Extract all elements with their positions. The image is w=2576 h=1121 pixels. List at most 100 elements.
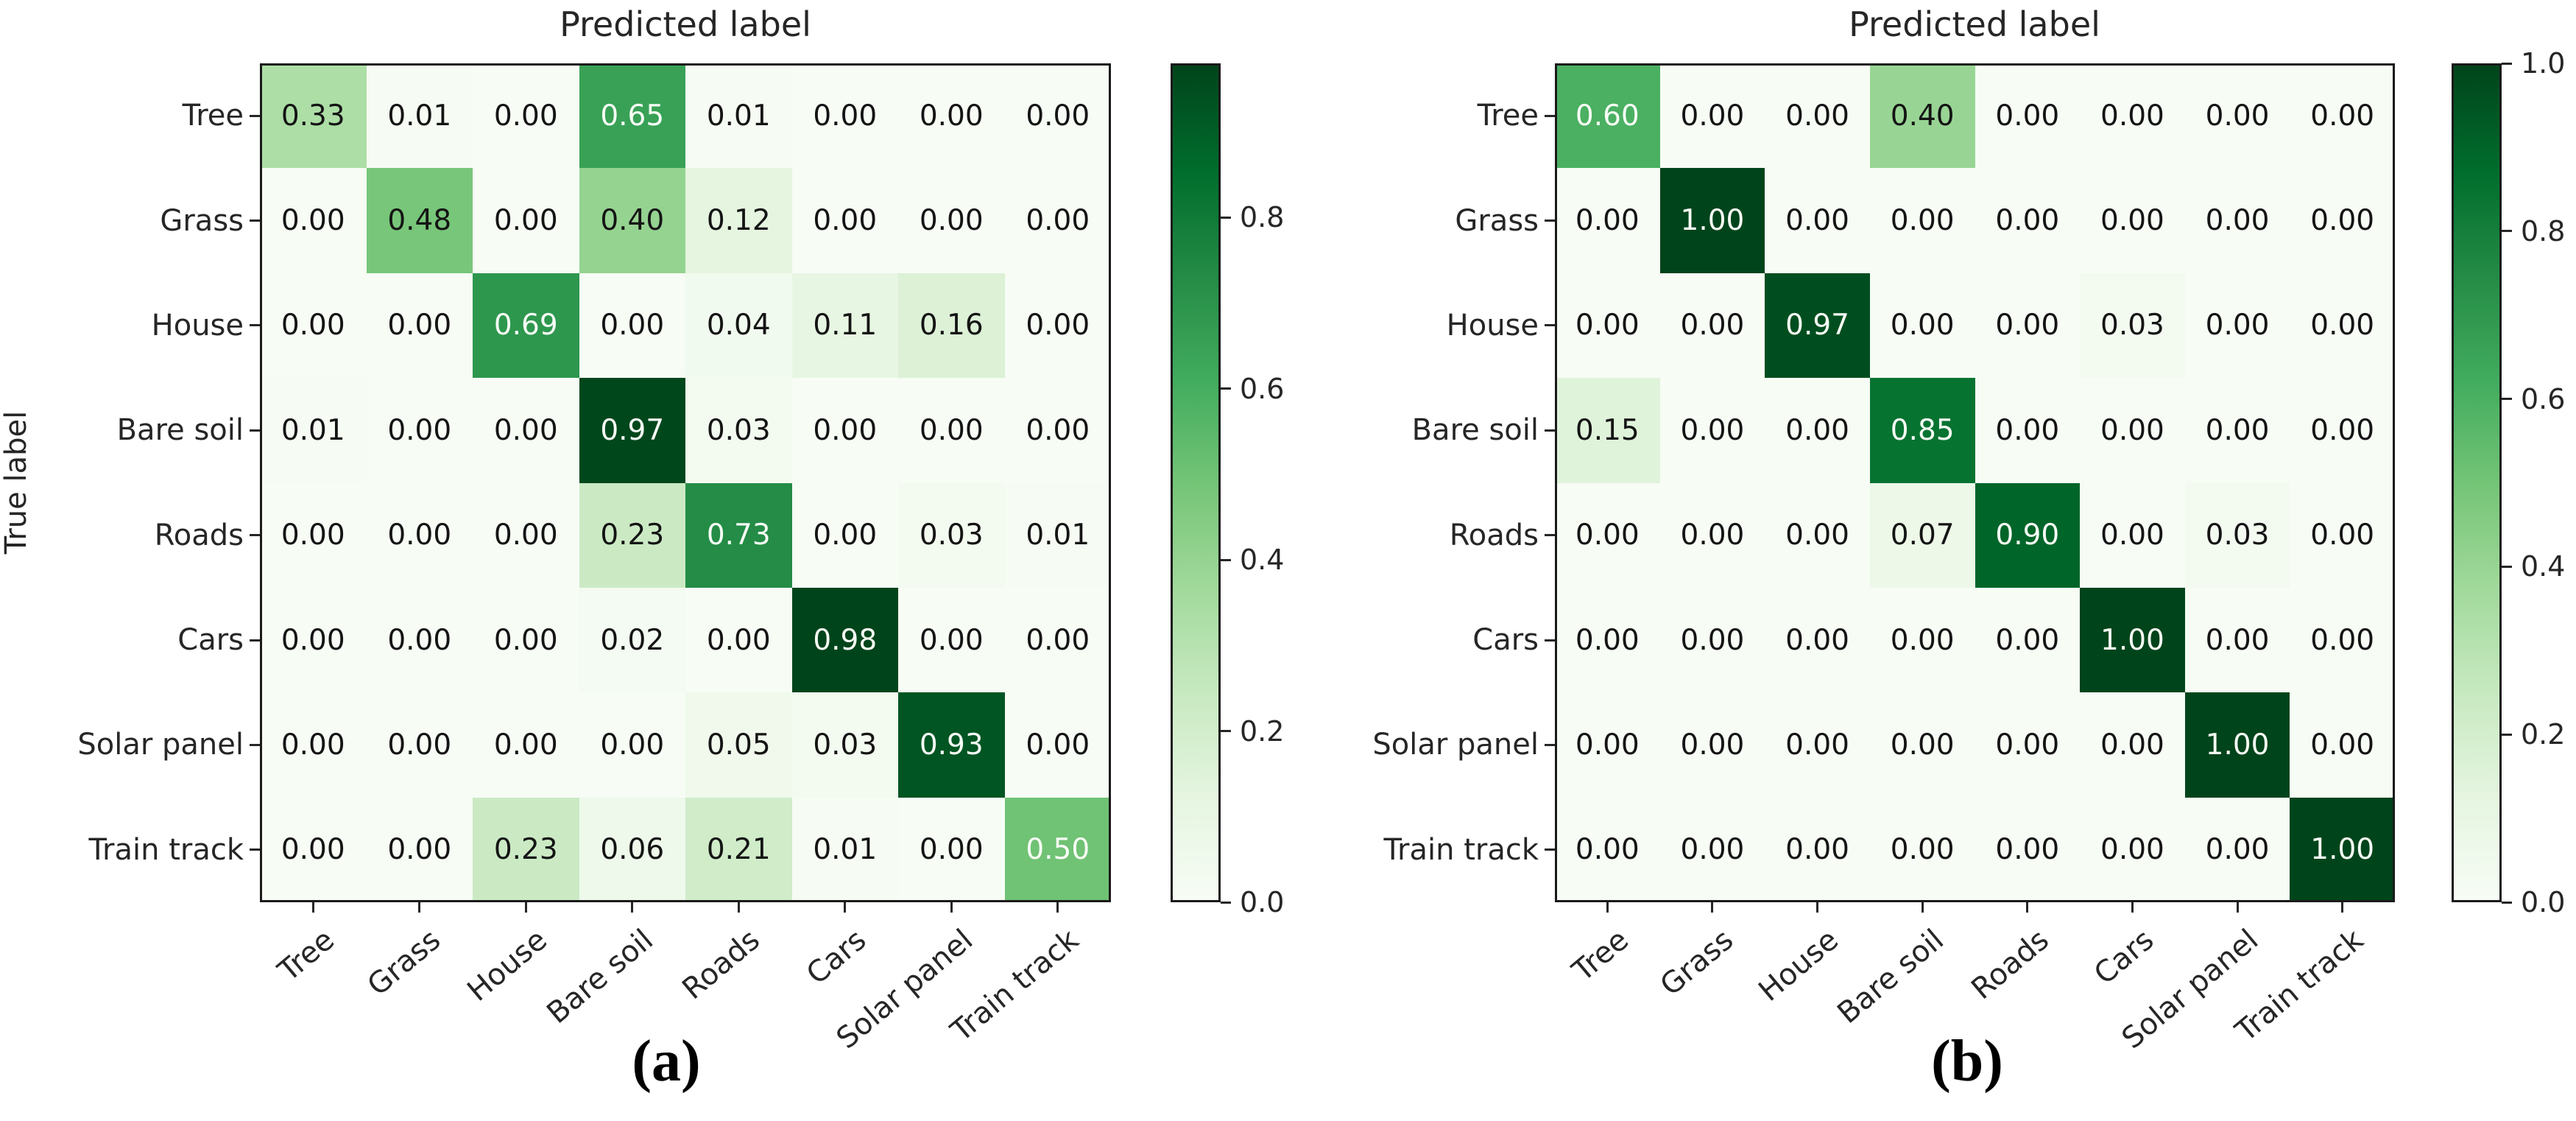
y-tick-label: Tree (1477, 99, 1539, 133)
confusion-matrix-a: 0.33 0.01 0.00 0.65 0.01 0.00 0.00 0.00 0.00 0.48… (260, 63, 1111, 902)
matrix-cell: 0.00 (366, 378, 473, 483)
matrix-cell: 0.40 (1869, 63, 1975, 169)
matrix-cell: 0.00 (1765, 168, 1870, 273)
matrix-cell: 0.00 (2080, 797, 2185, 902)
matrix-cell: 0.03 (2080, 273, 2185, 379)
matrix-cell: 0.00 (473, 692, 579, 798)
colorbar-tick (2502, 230, 2512, 233)
y-tick-label: House (1446, 308, 1539, 342)
x-axis-tick (950, 902, 953, 913)
colorbar-tick-label: 0.2 (1240, 714, 1285, 748)
matrix-cell: 0.00 (1975, 63, 2081, 169)
matrix-cell: 0.00 (2080, 168, 2185, 273)
y-axis-tick (1545, 639, 1555, 642)
matrix-cell: 1.00 (2080, 587, 2185, 693)
matrix-cell: 0.48 (366, 168, 473, 273)
y-tick-label: Bare soil (1411, 413, 1539, 448)
x-axis-tick (524, 902, 527, 913)
matrix-cell: 0.00 (260, 273, 367, 379)
y-tick-label: Grass (1455, 203, 1539, 238)
matrix-cell: 0.00 (2184, 587, 2290, 693)
y-axis-tick (250, 219, 260, 222)
y-tick-label: Cars (177, 623, 244, 658)
colorbar-tick (2502, 565, 2512, 568)
matrix-cell: 0.00 (1659, 273, 1765, 379)
confusion-matrix-b: 0.60 0.00 0.00 0.40 0.00 0.00 0.00 0.00 0.00 1.00… (1555, 63, 2395, 902)
x-axis-tick (2131, 902, 2134, 913)
matrix-grid-b: 0.60 0.00 0.00 0.40 0.00 0.00 0.00 0.00 0.00 1.00… (1555, 63, 2395, 902)
x-tick-label: Roads (1964, 923, 2055, 1007)
colorbar-tick (1221, 216, 1231, 219)
matrix-cell: 0.00 (1975, 273, 2081, 379)
matrix-cell: 0.00 (2080, 482, 2185, 588)
matrix-cell: 0.00 (260, 482, 367, 588)
x-axis-tick (1056, 902, 1059, 913)
y-tick-label: Roads (154, 518, 244, 552)
matrix-cell: 0.11 (791, 273, 898, 379)
matrix-cell: 0.97 (1765, 273, 1870, 379)
matrix-cell: 0.00 (2184, 273, 2290, 379)
y-tick-label: Train track (1383, 832, 1539, 867)
y-tick-label: Cars (1472, 623, 1539, 658)
colorbar-tick-label: 0.2 (2521, 718, 2566, 751)
matrix-cell: 0.00 (1765, 692, 1870, 798)
matrix-cell: 0.00 (579, 273, 685, 379)
y-axis-tick (1545, 219, 1555, 222)
matrix-cell: 0.00 (473, 63, 579, 169)
x-tick-label: Bare soil (1831, 923, 1950, 1031)
x-axis-tick (1921, 902, 1924, 913)
matrix-cell: 0.00 (1765, 378, 1870, 483)
y-tick-label: Train track (88, 832, 244, 867)
x-axis-tick (844, 902, 847, 913)
colorbar-tick (2502, 398, 2512, 401)
colorbar-tick-label: 0.6 (1240, 372, 1285, 405)
x-tick-label: Grass (1654, 923, 1740, 1003)
matrix-cell: 0.00 (1555, 168, 1660, 273)
x-tick-label: Bare soil (540, 923, 660, 1031)
matrix-cell: 0.73 (685, 482, 792, 588)
matrix-cell: 0.15 (1555, 378, 1660, 483)
matrix-cell: 0.04 (685, 273, 792, 379)
matrix-cell: 0.00 (1975, 692, 2081, 798)
matrix-cell: 0.00 (1555, 273, 1660, 379)
y-axis-tick (1545, 743, 1555, 746)
matrix-cell: 0.01 (1004, 482, 1111, 588)
panel-a-y-axis-label: True label (0, 410, 33, 555)
matrix-cell: 0.00 (685, 587, 792, 693)
matrix-cell: 0.00 (260, 797, 367, 902)
y-axis-tick (1545, 848, 1555, 851)
matrix-cell: 0.00 (1004, 692, 1111, 798)
matrix-cell: 0.00 (1004, 587, 1111, 693)
matrix-cell: 0.00 (1659, 587, 1765, 693)
x-tick-label: Cars (800, 923, 873, 991)
matrix-cell: 0.00 (473, 378, 579, 483)
caption-b: (b) (1931, 1029, 2003, 1094)
colorbar-tick (2502, 901, 2512, 904)
y-tick-label: Solar panel (77, 728, 244, 762)
matrix-cell: 0.50 (1004, 797, 1111, 902)
x-tick-label: House (1752, 923, 1846, 1008)
matrix-cell: 0.00 (1659, 692, 1765, 798)
y-axis-tick (250, 743, 260, 746)
matrix-cell: 0.01 (685, 63, 792, 169)
matrix-cell: 0.60 (1555, 63, 1660, 169)
matrix-cell: 0.00 (791, 63, 898, 169)
matrix-cell: 0.85 (1869, 378, 1975, 483)
matrix-cell: 0.00 (260, 587, 367, 693)
matrix-cell: 0.00 (898, 587, 1005, 693)
matrix-cell: 0.00 (1555, 482, 1660, 588)
matrix-cell: 0.00 (366, 482, 473, 588)
matrix-cell: 0.00 (791, 482, 898, 588)
matrix-cell: 0.00 (1765, 797, 1870, 902)
matrix-cell: 0.00 (1555, 587, 1660, 693)
matrix-cell: 0.00 (366, 797, 473, 902)
matrix-cell: 0.00 (2080, 378, 2185, 483)
y-axis-tick (1545, 534, 1555, 537)
colorbar-tick-label: 0.0 (1240, 886, 1285, 918)
matrix-cell: 0.00 (2290, 168, 2395, 273)
x-axis-tick (2026, 902, 2029, 913)
matrix-cell: 0.00 (473, 587, 579, 693)
matrix-cell: 0.69 (473, 273, 579, 379)
matrix-cell: 0.65 (579, 63, 685, 169)
y-axis-tick (250, 639, 260, 642)
